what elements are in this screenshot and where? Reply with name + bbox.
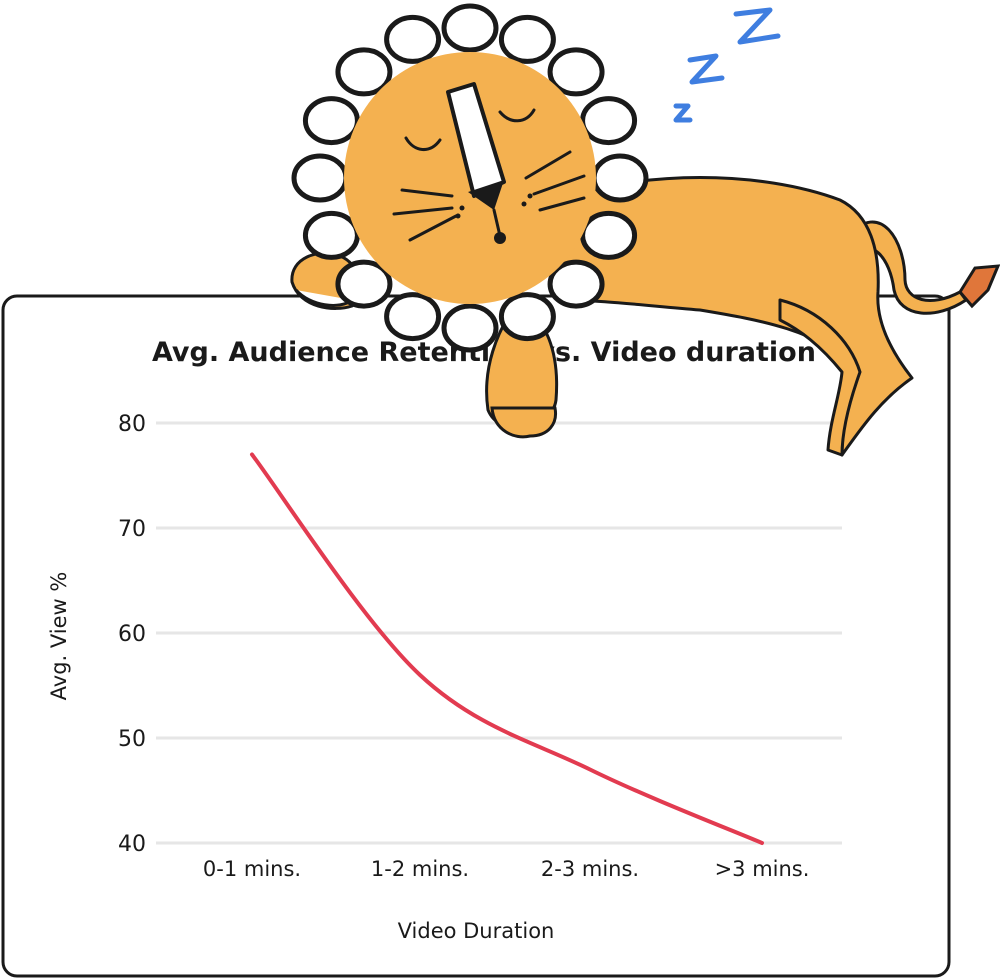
y-tick-label: 80 [118, 412, 146, 437]
lion-mane [291, 3, 649, 353]
lion-chin-dot [494, 232, 506, 244]
mane-loop [547, 47, 605, 97]
mane-loop [335, 47, 393, 97]
sleeping-lion-icon [290, 3, 1000, 457]
mane-loop [335, 259, 393, 309]
mane-loop [498, 292, 556, 342]
lion-body [558, 176, 914, 457]
lion-right-eye [498, 108, 536, 123]
y-axis-title: Avg. View % [47, 572, 71, 701]
mane-loop [302, 210, 360, 260]
series-group [250, 452, 764, 845]
series-line [250, 452, 764, 845]
x-axis-title: Video Duration [398, 919, 555, 943]
lion-back-leg [778, 298, 862, 457]
y-tick-label: 70 [118, 517, 146, 542]
mane-loop [547, 259, 605, 309]
lion-nose-tip [468, 180, 504, 210]
mane-loop [441, 3, 499, 53]
lion-tail-tuft [958, 264, 1000, 309]
x-tick-label: 2-3 mins. [541, 857, 639, 881]
y-axis-ticks: 80 70 60 50 40 [118, 412, 146, 857]
zzz-large [733, 7, 781, 45]
mane-loop [291, 153, 349, 203]
zzz-small [673, 103, 693, 123]
mane-loop [591, 153, 649, 203]
y-tick-label: 40 [118, 832, 146, 857]
x-tick-label: 1-2 mins. [371, 857, 469, 881]
lion-nose [446, 82, 506, 198]
mane-loop [580, 96, 638, 146]
zzz-medium [687, 53, 725, 85]
sleep-zzz-icon [673, 7, 781, 123]
mane-loop [384, 14, 442, 64]
x-tick-label: >3 mins. [715, 857, 810, 881]
lion-front-paw [490, 406, 558, 439]
lion-whiskers-left [392, 188, 458, 242]
y-tick-label: 50 [118, 727, 146, 752]
x-axis-ticks: 0-1 mins. 1-2 mins. 2-3 mins. >3 mins. [203, 857, 810, 881]
mane-loop [580, 210, 638, 260]
x-tick-label: 0-1 mins. [203, 857, 301, 881]
mane-loop [441, 303, 499, 353]
y-tick-label: 60 [118, 622, 146, 647]
mane-loop [302, 96, 360, 146]
lion-whiskers-right [524, 150, 586, 212]
mane-loop [498, 14, 556, 64]
lion-left-eye [404, 136, 442, 151]
lion-mouth [492, 208, 502, 238]
mane-loop [384, 292, 442, 342]
